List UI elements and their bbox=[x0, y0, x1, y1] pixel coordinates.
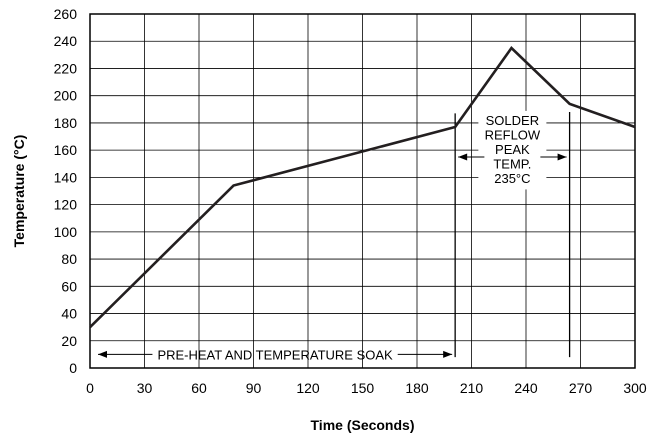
y-tick-label: 40 bbox=[61, 306, 77, 322]
series-group bbox=[89, 46, 636, 329]
y-tick-label: 120 bbox=[54, 197, 78, 213]
y-tick-label: 80 bbox=[61, 251, 77, 267]
grid-lines bbox=[89, 13, 636, 369]
y-tick-label: 200 bbox=[54, 88, 78, 104]
x-tick-label: 150 bbox=[351, 380, 375, 396]
x-tick-label: 60 bbox=[191, 380, 207, 396]
reflow-label-line: REFLOW bbox=[485, 127, 541, 142]
x-tick-label: 240 bbox=[514, 380, 538, 396]
x-tick-label: 0 bbox=[86, 380, 94, 396]
reflow-label-line: TEMP. bbox=[493, 156, 531, 171]
arrowhead-right bbox=[557, 153, 567, 161]
temperature-profile-line bbox=[89, 46, 636, 329]
x-axis-title: Time (Seconds) bbox=[311, 417, 415, 433]
y-tick-label: 60 bbox=[61, 278, 77, 294]
y-tick-label: 160 bbox=[54, 142, 78, 158]
y-tick-label: 100 bbox=[54, 224, 78, 240]
y-axis-title: Temperature (°C) bbox=[11, 135, 27, 248]
arrowhead-left bbox=[98, 350, 107, 358]
arrowhead-left bbox=[458, 153, 468, 161]
preheat-label: PRE-HEAT AND TEMPERATURE SOAK bbox=[157, 347, 393, 362]
y-tick-label: 20 bbox=[61, 333, 77, 349]
reflow-label-background bbox=[478, 110, 547, 190]
x-tick-label: 270 bbox=[569, 380, 593, 396]
annotations: PRE-HEAT AND TEMPERATURE SOAK SOLDERREFLO… bbox=[98, 110, 567, 362]
plot-area-frame bbox=[89, 13, 636, 369]
reflow-label-line: 235°C bbox=[494, 171, 530, 186]
y-tick-label: 260 bbox=[54, 6, 78, 22]
annotation-lines bbox=[454, 112, 571, 358]
y-tick-label: 0 bbox=[69, 360, 77, 376]
reflow-label-line: PEAK bbox=[495, 142, 530, 157]
y-tick-label: 180 bbox=[54, 115, 78, 131]
x-tick-label: 30 bbox=[137, 380, 153, 396]
x-tick-labels: 0 30 60 90 120 150 180 210 240 270 300 bbox=[86, 380, 647, 396]
x-tick-label: 180 bbox=[405, 380, 429, 396]
y-tick-labels: 0 20 40 60 80 100 120 140 160 180 200 220 240 260 bbox=[54, 6, 78, 376]
x-tick-label: 120 bbox=[296, 380, 320, 396]
y-tick-label: 220 bbox=[54, 60, 78, 76]
x-tick-label: 300 bbox=[623, 380, 647, 396]
reflow-label-line: SOLDER bbox=[486, 113, 539, 128]
x-tick-label: 90 bbox=[246, 380, 262, 396]
y-tick-label: 240 bbox=[54, 33, 78, 49]
y-tick-label: 140 bbox=[54, 169, 78, 185]
arrowhead-right bbox=[443, 350, 453, 358]
x-tick-label: 210 bbox=[460, 380, 484, 396]
